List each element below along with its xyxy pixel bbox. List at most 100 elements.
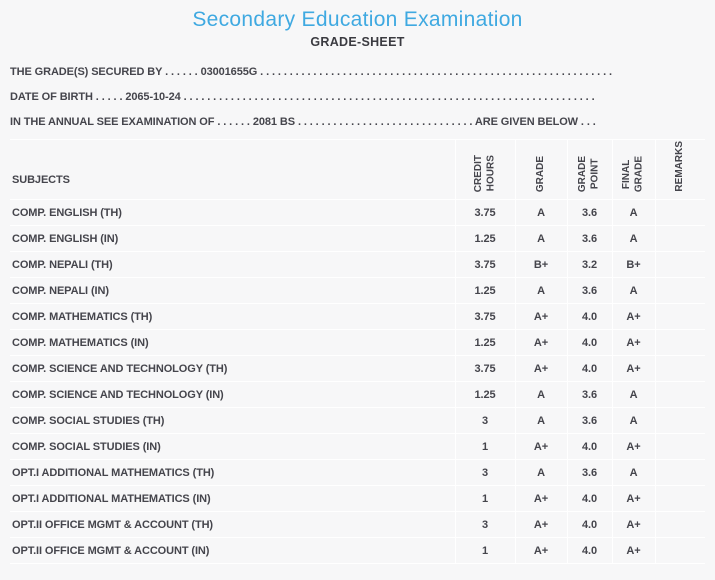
cell-credit-hours: 3.75 (454, 355, 515, 382)
cell-grade: A+ (514, 355, 567, 382)
cell-grade: A (514, 407, 567, 434)
remarks-vertical-label: REMARKS (674, 141, 685, 192)
cell-grade-point: 3.6 (566, 225, 612, 252)
cell-grade-point: 3.6 (566, 381, 612, 408)
page-subtitle: GRADE-SHEET (310, 35, 405, 49)
table-row: COMP. ENGLISH (IN) 1.25 A 3.6 A (10, 225, 705, 252)
dots: . . . (580, 116, 596, 128)
cell-credit-hours: 3 (454, 407, 515, 434)
cell-final-grade: A+ (611, 303, 655, 330)
cell-final-grade: A+ (611, 329, 655, 356)
dots: . . . . . . (165, 66, 198, 78)
cell-subject: OPT.I ADDITIONAL MATHEMATICS (TH) (10, 459, 455, 486)
cell-subject: COMP. SOCIAL STUDIES (TH) (10, 407, 455, 434)
cell-grade: A+ (514, 303, 567, 330)
cell-final-grade: A (611, 225, 655, 252)
cell-final-grade: B+ (611, 251, 655, 278)
cell-grade-point: 4.0 (566, 537, 612, 564)
table-row: COMP. SOCIAL STUDIES (IN) 1 A+ 4.0 A+ (10, 433, 705, 460)
cell-credit-hours: 3 (454, 511, 515, 538)
cell-grade: A+ (514, 433, 567, 460)
col-header-subjects: SUBJECTS (10, 139, 455, 200)
cell-remarks (654, 251, 705, 278)
examination-year-value: 2081 BS (252, 116, 295, 128)
cell-credit-hours: 1.25 (454, 225, 515, 252)
cell-subject: OPT.II OFFICE MGMT & ACCOUNT (IN) (10, 537, 455, 564)
cell-credit-hours: 3.75 (454, 303, 515, 330)
cell-remarks (654, 459, 705, 486)
cell-subject: COMP. ENGLISH (IN) (10, 225, 455, 252)
cell-final-grade: A+ (611, 355, 655, 382)
cell-grade: A+ (514, 537, 567, 564)
dots: . . . . . . (217, 116, 250, 128)
cell-final-grade: A (611, 407, 655, 434)
cell-grade-point: 4.0 (566, 303, 612, 330)
cell-grade-point: 3.6 (566, 277, 612, 304)
cell-grade-point: 4.0 (566, 485, 612, 512)
symbol-number-value: 03001655G (200, 66, 258, 78)
cell-subject: COMP. MATHEMATICS (IN) (10, 329, 455, 356)
cell-grade: A (514, 225, 567, 252)
info-line-date-of-birth: DATE OF BIRTH . . . . . 2065-10-24 . . .… (10, 85, 705, 110)
cell-credit-hours: 1.25 (454, 277, 515, 304)
dots: . . . . . (95, 91, 123, 103)
cell-final-grade: A+ (611, 485, 655, 512)
cell-final-grade: A (611, 277, 655, 304)
cell-subject: COMP. SCIENCE AND TECHNOLOGY (TH) (10, 355, 455, 382)
cell-grade: A+ (514, 511, 567, 538)
cell-final-grade: A+ (611, 433, 655, 460)
cell-credit-hours: 3 (454, 459, 515, 486)
secured-by-label: THE GRADE(S) SECURED BY (10, 66, 163, 78)
table-row: COMP. MATHEMATICS (TH) 3.75 A+ 4.0 A+ (10, 303, 705, 330)
cell-grade-point: 3.6 (566, 459, 612, 486)
table-row: COMP. NEPALI (TH) 3.75 B+ 3.2 B+ (10, 251, 705, 278)
col-header-final-grade: FINAL GRADE (611, 139, 655, 200)
table-row: OPT.II OFFICE MGMT & ACCOUNT (TH) 3 A+ 4… (10, 511, 705, 538)
cell-credit-hours: 1.25 (454, 329, 515, 356)
cell-credit-hours: 1 (454, 485, 515, 512)
examination-label: IN THE ANNUAL SEE EXAMINATION OF (10, 116, 215, 128)
table-row: OPT.II OFFICE MGMT & ACCOUNT (IN) 1 A+ 4… (10, 537, 705, 564)
cell-subject: OPT.I ADDITIONAL MATHEMATICS (IN) (10, 485, 455, 512)
cell-final-grade: A (611, 199, 655, 226)
cell-remarks (654, 433, 705, 460)
cell-grade-point: 4.0 (566, 329, 612, 356)
table-row: COMP. SCIENCE AND TECHNOLOGY (IN) 1.25 A… (10, 381, 705, 408)
cell-grade-point: 4.0 (566, 355, 612, 382)
cell-grade-point: 3.6 (566, 199, 612, 226)
cell-credit-hours: 1 (454, 433, 515, 460)
cell-subject: OPT.II OFFICE MGMT & ACCOUNT (TH) (10, 511, 455, 538)
cell-final-grade: A (611, 459, 655, 486)
cell-remarks (654, 199, 705, 226)
cell-remarks (654, 303, 705, 330)
grades-table: SUBJECTS CREDIT HOURS GRADE GRADE POINT … (10, 139, 705, 564)
col-header-credit-hours: CREDIT HOURS (454, 139, 515, 200)
dots: . . . . . . . . . . . . . . . . . . . . … (183, 91, 595, 103)
cell-grade-point: 3.2 (566, 251, 612, 278)
cell-remarks (654, 485, 705, 512)
cell-grade: A (514, 459, 567, 486)
info-line-examination: IN THE ANNUAL SEE EXAMINATION OF . . . .… (10, 110, 705, 135)
cell-subject: COMP. SCIENCE AND TECHNOLOGY (IN) (10, 381, 455, 408)
cell-credit-hours: 1 (454, 537, 515, 564)
cell-remarks (654, 537, 705, 564)
cell-subject: COMP. ENGLISH (TH) (10, 199, 455, 226)
cell-credit-hours: 1.25 (454, 381, 515, 408)
cell-final-grade: A+ (611, 511, 655, 538)
table-row: OPT.I ADDITIONAL MATHEMATICS (IN) 1 A+ 4… (10, 485, 705, 512)
student-info-section: THE GRADE(S) SECURED BY . . . . . . 0300… (10, 60, 705, 135)
cell-grade: A (514, 199, 567, 226)
cell-remarks (654, 277, 705, 304)
table-row: COMP. ENGLISH (TH) 3.75 A 3.6 A (10, 199, 705, 226)
cell-subject: COMP. SOCIAL STUDIES (IN) (10, 433, 455, 460)
are-given-below-label: ARE GIVEN BELOW (474, 116, 578, 128)
table-row: COMP. MATHEMATICS (IN) 1.25 A+ 4.0 A+ (10, 329, 705, 356)
page-title: Secondary Education Examination (192, 8, 523, 31)
cell-credit-hours: 3.75 (454, 251, 515, 278)
date-of-birth-label: DATE OF BIRTH (10, 91, 93, 103)
cell-final-grade: A (611, 381, 655, 408)
table-row: COMP. SCIENCE AND TECHNOLOGY (TH) 3.75 A… (10, 355, 705, 382)
dots: . . . . . . . . . . . . . . . . . . . . … (297, 116, 473, 128)
cell-remarks (654, 511, 705, 538)
